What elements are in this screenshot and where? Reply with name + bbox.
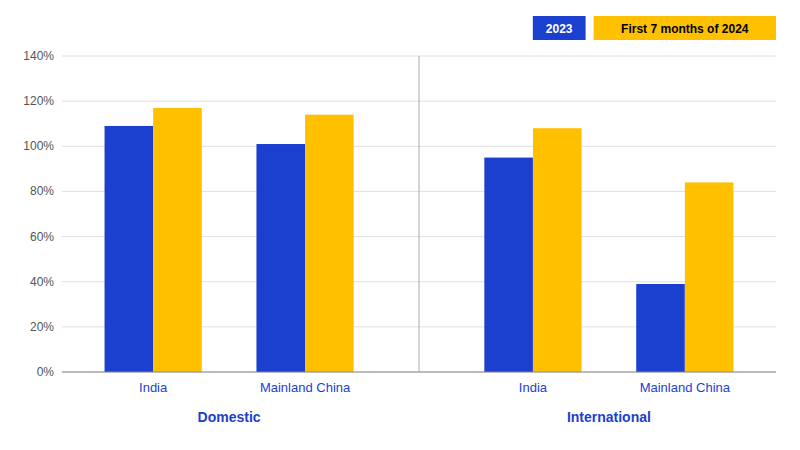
y-axis: 0% 20% 40% 60% 80% 100% 120% 140% <box>23 49 54 379</box>
y-tick-label: 140% <box>23 49 54 63</box>
y-tick-label: 80% <box>30 184 54 198</box>
grid <box>62 56 776 372</box>
x-axis-line <box>62 372 776 373</box>
bars <box>105 108 734 372</box>
legend-swatch <box>533 16 586 40</box>
legend: 2023 First 7 months of 2024 <box>533 16 776 40</box>
bar <box>685 182 734 372</box>
y-tick-label: 0% <box>37 365 55 379</box>
y-tick-label: 120% <box>23 94 54 108</box>
chart-container: 0% 20% 40% 60% 80% 100% 120% 140% India Mainland … <box>0 0 800 450</box>
group-label: Domestic <box>198 409 261 425</box>
legend-label: First 7 months of 2024 <box>621 22 749 36</box>
y-tick-label: 60% <box>30 230 54 244</box>
legend-label: 2023 <box>546 22 573 36</box>
bar <box>153 108 202 372</box>
x-tick-label: India <box>519 380 548 395</box>
x-tick-label: India <box>139 380 168 395</box>
bar <box>256 144 305 372</box>
group-label: International <box>567 409 651 425</box>
bar <box>636 284 685 372</box>
grid-line <box>62 372 776 373</box>
group-separator <box>419 56 420 372</box>
x-axis: India Mainland China India Mainland China Do… <box>139 380 731 425</box>
y-tick-label: 20% <box>30 320 54 334</box>
legend-swatch <box>594 16 776 40</box>
x-tick-label: Mainland China <box>260 380 351 395</box>
bar <box>533 128 582 372</box>
bar <box>305 115 354 372</box>
bar <box>484 158 533 372</box>
bar <box>105 126 154 372</box>
x-tick-label: Mainland China <box>640 380 731 395</box>
y-tick-label: 40% <box>30 275 54 289</box>
y-tick-label: 100% <box>23 139 54 153</box>
chart: 0% 20% 40% 60% 80% 100% 120% 140% India Mainland … <box>0 0 800 450</box>
